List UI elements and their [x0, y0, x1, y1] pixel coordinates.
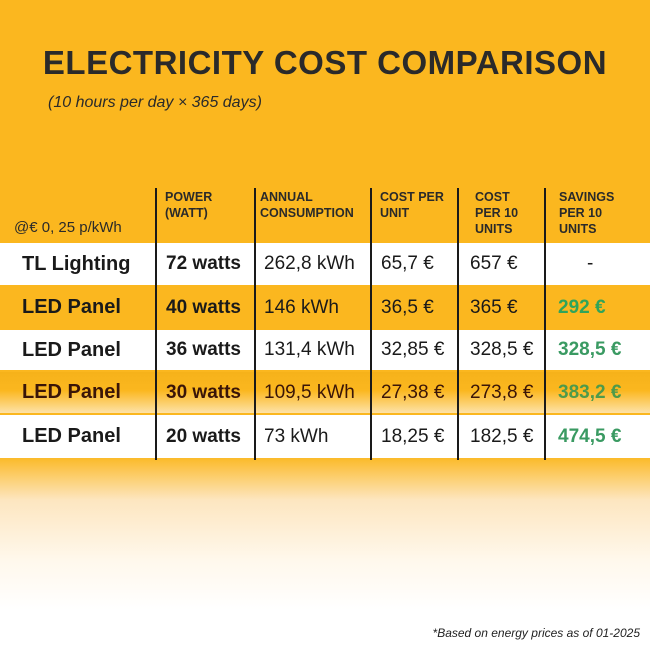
cost-per-unit: 18,25 € — [381, 425, 445, 447]
column-divider — [254, 188, 256, 460]
cost-per-unit: 27,38 € — [381, 381, 445, 403]
savings: 383,2 € — [558, 381, 622, 403]
header-power: POWER (WATT) — [165, 190, 213, 220]
cost-per-unit: 36,5 € — [381, 296, 434, 318]
subtitle: (10 hours per day × 365 days) — [48, 94, 262, 111]
table-row: LED Panel 40 watts 146 kWh 36,5 € 365 € … — [0, 287, 650, 328]
consumption: 131,4 kWh — [264, 339, 355, 360]
cost-per-10: 182,5 € — [470, 425, 534, 447]
consumption: 73 kWh — [264, 425, 329, 447]
table-row: TL Lighting 72 watts 262,8 kWh 65,7 € 65… — [0, 243, 650, 285]
power: 20 watts — [166, 425, 241, 447]
header-savings: SAVINGS PER 10 UNITS — [559, 190, 615, 236]
cost-per-10: 328,5 € — [470, 339, 534, 360]
power: 30 watts — [166, 381, 241, 403]
column-divider — [155, 188, 157, 460]
savings: - — [587, 253, 594, 274]
cost-per-10: 365 € — [470, 296, 518, 318]
footnote: *Based on energy prices as of 01-2025 — [432, 626, 640, 640]
cost-per-10: 657 € — [470, 253, 518, 274]
power: 40 watts — [166, 296, 241, 318]
consumption: 109,5 kWh — [264, 381, 355, 403]
cost-per-unit: 32,85 € — [381, 339, 445, 360]
savings: 292 € — [558, 296, 606, 318]
page-title: ELECTRICITY COST COMPARISON — [42, 44, 608, 81]
product-name: LED Panel — [22, 425, 121, 447]
product-name: TL Lighting — [22, 252, 131, 275]
column-divider — [370, 188, 372, 460]
header-cost-per-10: COST PER 10 UNITS — [475, 190, 519, 236]
header-consumption: ANNUAL CONSUMPTION — [260, 190, 354, 220]
header-cost-per-unit: COST PER UNIT — [380, 190, 444, 220]
rate-label: @€ 0, 25 p/kWh — [14, 219, 122, 236]
savings: 328,5 € — [558, 339, 622, 360]
savings: 474,5 € — [558, 425, 622, 447]
cost-per-unit: 65,7 € — [381, 253, 434, 274]
product-name: LED Panel — [22, 296, 121, 318]
consumption: 262,8 kWh — [264, 253, 355, 274]
table-row: LED Panel 36 watts 131,4 kWh 32,85 € 328… — [0, 330, 650, 370]
product-name: LED Panel — [22, 381, 121, 403]
consumption: 146 kWh — [264, 296, 339, 318]
column-divider — [544, 188, 546, 460]
table-row: LED Panel 30 watts 109,5 kWh 27,38 € 273… — [0, 372, 650, 413]
product-name: LED Panel — [22, 338, 121, 361]
cost-per-10: 273,8 € — [470, 381, 534, 403]
power: 72 watts — [166, 253, 241, 274]
table-row: LED Panel 20 watts 73 kWh 18,25 € 182,5 … — [0, 415, 650, 458]
power: 36 watts — [166, 339, 241, 360]
column-divider — [457, 188, 459, 460]
